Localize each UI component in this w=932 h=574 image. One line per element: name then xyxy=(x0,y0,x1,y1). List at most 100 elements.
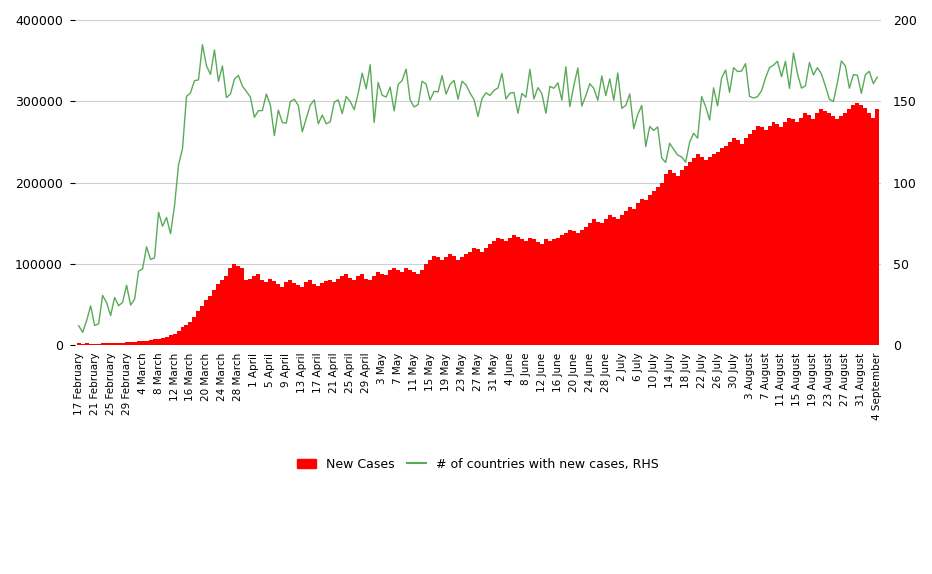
Bar xyxy=(92,344,97,345)
Bar xyxy=(667,170,672,345)
Bar xyxy=(760,127,763,345)
Bar xyxy=(281,286,284,345)
Bar xyxy=(408,270,412,345)
Bar xyxy=(779,127,784,345)
Bar xyxy=(328,280,332,345)
Bar xyxy=(692,158,695,345)
Bar xyxy=(812,119,816,345)
Bar xyxy=(496,238,500,345)
Bar xyxy=(596,222,600,345)
Bar xyxy=(695,154,700,345)
Bar xyxy=(388,270,392,345)
Bar xyxy=(823,111,828,345)
Bar xyxy=(847,110,851,345)
Bar xyxy=(831,116,835,345)
Bar xyxy=(340,276,344,345)
Bar xyxy=(440,260,444,345)
Bar xyxy=(508,238,512,345)
Bar xyxy=(875,110,879,345)
Bar xyxy=(560,235,564,345)
Bar xyxy=(775,124,779,345)
Bar xyxy=(868,114,871,345)
Bar xyxy=(116,343,120,345)
Bar xyxy=(632,208,636,345)
Bar xyxy=(132,342,137,345)
Bar xyxy=(572,231,576,345)
Bar xyxy=(176,331,181,345)
Bar xyxy=(360,274,364,345)
Bar xyxy=(536,242,540,345)
Bar xyxy=(656,187,660,345)
Bar xyxy=(520,239,524,345)
Bar xyxy=(364,278,368,345)
Bar xyxy=(688,162,692,345)
Bar xyxy=(807,115,812,345)
Bar xyxy=(516,237,520,345)
Bar xyxy=(700,157,704,345)
Bar xyxy=(791,119,796,345)
Bar xyxy=(604,219,608,345)
Bar xyxy=(288,280,293,345)
Bar xyxy=(740,144,744,345)
Bar xyxy=(153,339,157,345)
Bar xyxy=(735,140,740,345)
Bar xyxy=(480,251,484,345)
Bar xyxy=(157,339,160,345)
Bar xyxy=(352,280,356,345)
Bar xyxy=(784,122,788,345)
Bar xyxy=(304,282,308,345)
Bar xyxy=(336,278,340,345)
Bar xyxy=(428,260,432,345)
Bar xyxy=(564,233,568,345)
Bar xyxy=(620,215,624,345)
Bar xyxy=(835,119,840,345)
Bar xyxy=(611,217,616,345)
Bar xyxy=(120,343,125,345)
Bar xyxy=(384,276,388,345)
Bar xyxy=(456,260,460,345)
Bar xyxy=(639,199,644,345)
Bar xyxy=(476,249,480,345)
Bar xyxy=(712,154,716,345)
Bar xyxy=(344,274,349,345)
Bar xyxy=(232,264,237,345)
Bar xyxy=(212,290,216,345)
Bar xyxy=(651,191,656,345)
Bar xyxy=(751,130,756,345)
Bar xyxy=(89,344,92,345)
Bar xyxy=(204,300,209,345)
Bar xyxy=(828,114,831,345)
Bar xyxy=(312,284,316,345)
Bar xyxy=(720,149,723,345)
Bar xyxy=(664,174,667,345)
Bar xyxy=(104,343,109,345)
Legend: New Cases, # of countries with new cases, RHS: New Cases, # of countries with new cases… xyxy=(293,452,664,475)
Bar xyxy=(859,106,863,345)
Bar xyxy=(372,276,377,345)
Bar xyxy=(101,343,104,345)
Bar xyxy=(768,126,772,345)
Bar xyxy=(552,239,555,345)
Bar xyxy=(468,251,472,345)
Bar xyxy=(349,278,352,345)
Bar xyxy=(648,195,651,345)
Bar xyxy=(492,241,496,345)
Bar xyxy=(277,284,281,345)
Bar xyxy=(129,342,132,345)
Bar xyxy=(249,278,253,345)
Bar xyxy=(240,268,244,345)
Bar xyxy=(97,344,101,345)
Bar xyxy=(160,338,165,345)
Bar xyxy=(568,230,572,345)
Bar xyxy=(260,280,265,345)
Bar xyxy=(125,342,129,345)
Bar xyxy=(193,317,197,345)
Bar xyxy=(679,170,684,345)
Bar xyxy=(856,103,859,345)
Bar xyxy=(796,122,800,345)
Bar xyxy=(284,282,288,345)
Bar xyxy=(228,268,232,345)
Bar xyxy=(296,285,300,345)
Bar xyxy=(843,114,847,345)
Bar xyxy=(548,241,552,345)
